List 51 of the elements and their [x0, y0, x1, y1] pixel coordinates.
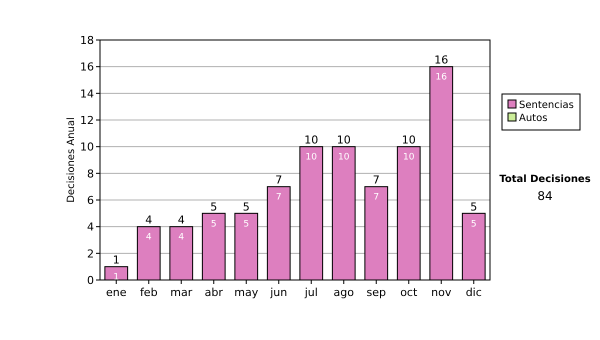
data-label: 10 [306, 152, 318, 163]
x-tick-label: jun [269, 286, 288, 299]
data-label: 10 [403, 152, 415, 163]
total-label: 5 [242, 200, 250, 214]
total-label: 4 [145, 214, 152, 227]
y-tick-label: 2 [87, 247, 94, 260]
x-tick-label: sep [366, 286, 386, 299]
data-label: 1 [113, 272, 120, 283]
total-label: 7 [372, 174, 380, 187]
total-label: 10 [336, 134, 351, 147]
total-label: 5 [470, 200, 478, 214]
x-tick-label: abr [204, 286, 224, 299]
y-tick-label: 8 [87, 167, 94, 180]
legend-label: Autos [519, 113, 548, 124]
x-tick-label: ago [334, 286, 354, 299]
data-label: 7 [373, 192, 380, 203]
x-tick-label: may [234, 286, 259, 299]
x-tick-label: oct [400, 286, 418, 299]
x-tick-label: dic [466, 286, 482, 299]
y-tick-label: 4 [87, 220, 94, 234]
total-label: 10 [304, 134, 318, 147]
y-tick-label: 16 [80, 60, 94, 74]
y-tick-label: 18 [80, 34, 94, 47]
y-axis-title: Decisiones Anual [66, 117, 77, 203]
y-tick-label: 6 [87, 194, 94, 207]
text: 84 [537, 189, 553, 203]
y-tick-label: 12 [80, 114, 94, 127]
total-label: 5 [210, 200, 218, 214]
y-tick-label: 10 [80, 140, 94, 154]
data-label: 5 [243, 219, 250, 230]
total-label: 7 [275, 174, 282, 187]
x-tick-label: jul [304, 286, 318, 299]
y-tick-label: 14 [80, 87, 94, 100]
data-label: 5 [470, 219, 477, 230]
legend-label: Sentencias [519, 100, 574, 111]
data-label: 4 [178, 232, 184, 243]
data-label: 7 [276, 192, 282, 203]
x-tick-label: mar [170, 286, 193, 299]
data-label: 16 [436, 72, 448, 83]
total-label: 4 [178, 214, 185, 227]
data-label: 10 [338, 152, 350, 163]
y-tick-label: 0 [87, 274, 94, 287]
total-label: 10 [402, 134, 416, 147]
data-label: 5 [210, 219, 217, 230]
data-label: 4 [146, 232, 152, 243]
text: Total Decisiones [499, 174, 591, 185]
x-tick-label: nov [431, 286, 452, 299]
x-tick-label: ene [106, 286, 127, 299]
total-label: 16 [434, 54, 448, 67]
total-label: 1 [112, 254, 120, 267]
x-tick-label: feb [140, 286, 158, 299]
